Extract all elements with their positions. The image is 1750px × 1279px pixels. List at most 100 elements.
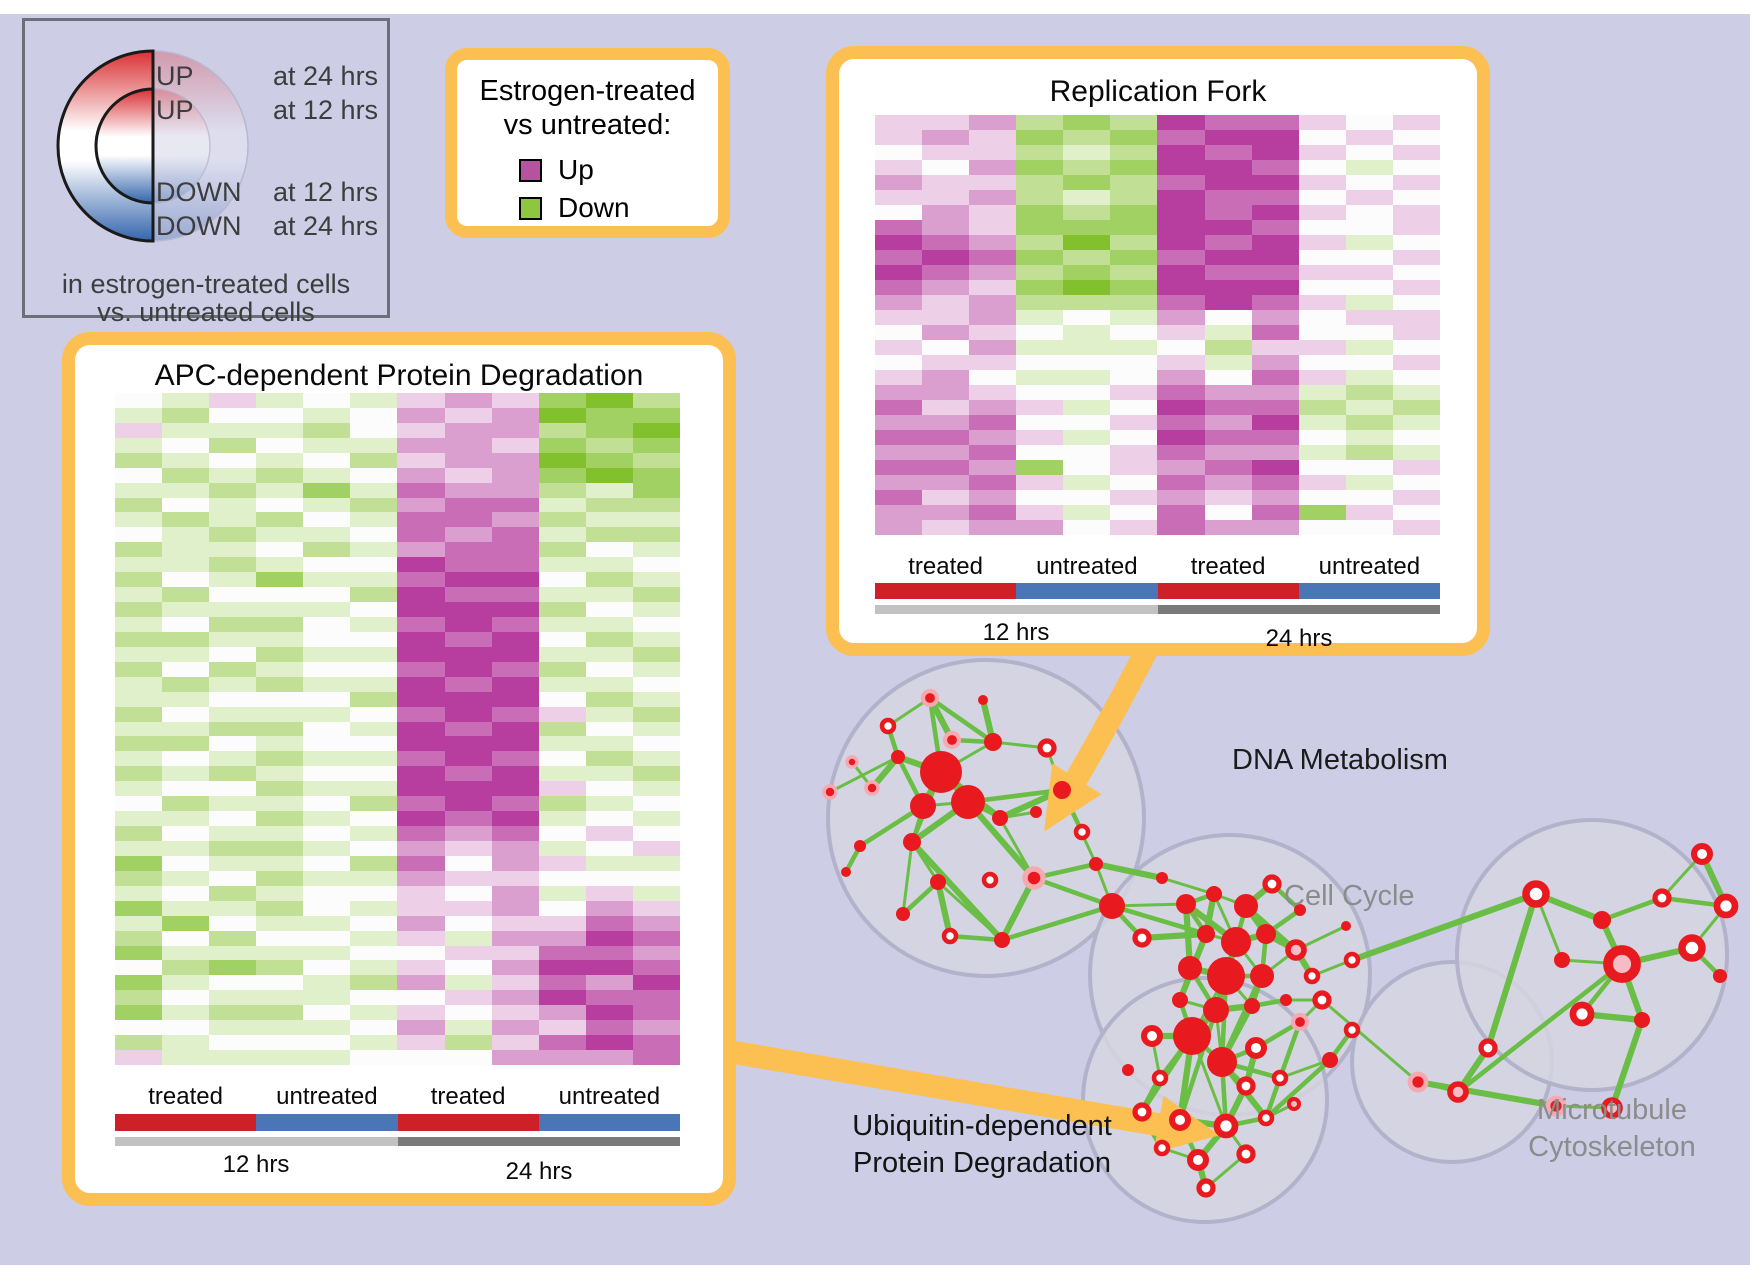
heatmap-cell: [1063, 355, 1111, 370]
heatmap-cell: [491, 527, 539, 543]
heatmap-cell: [969, 430, 1017, 445]
apc-group-untreated-24: untreated: [558, 1083, 661, 1110]
rf-time-bar: [875, 605, 1440, 614]
heatmap-cell: [1063, 460, 1111, 475]
heatmap-cell: [632, 781, 680, 797]
heatmap-cell: [969, 460, 1017, 475]
heatmap-cell: [350, 721, 398, 737]
heatmap-cell: [969, 310, 1017, 325]
heatmap-cell: [1157, 235, 1205, 250]
heatmap-cell: [256, 915, 304, 931]
heatmap-cell: [1345, 190, 1393, 205]
rf-heatmap: [875, 115, 1440, 535]
heatmap-cell: [922, 325, 970, 340]
heatmap-cell: [1063, 130, 1111, 145]
heatmap-cell: [922, 235, 970, 250]
network-node: [1037, 738, 1057, 758]
heatmap-cell: [585, 572, 633, 588]
heatmap-cell: [115, 796, 163, 812]
heatmap-cell: [1016, 340, 1064, 355]
heatmap-cell: [1016, 175, 1064, 190]
heatmap-cell: [209, 811, 257, 827]
heatmap-cell: [115, 915, 163, 931]
heatmap-cell: [969, 190, 1017, 205]
heatmap-cell: [1157, 520, 1205, 535]
heatmap-cell: [256, 646, 304, 662]
heatmap-cell: [632, 661, 680, 677]
heatmap-cell: [303, 691, 351, 707]
heatmap-cell: [585, 811, 633, 827]
heatmap-cell: [1063, 175, 1111, 190]
network-edge: [1278, 1058, 1332, 1080]
heatmap-cell: [875, 445, 923, 460]
up-24-time: at 24 hrs: [273, 61, 379, 91]
heatmap-cell: [632, 1005, 680, 1021]
heatmap-cell: [1063, 325, 1111, 340]
heatmap-cell: [1298, 325, 1346, 340]
heatmap-cell: [1345, 505, 1393, 520]
heatmap-cell: [585, 855, 633, 871]
heatmap-cell: [209, 796, 257, 812]
heatmap-cell: [969, 160, 1017, 175]
heatmap-cell: [538, 811, 586, 827]
heatmap-cell: [632, 437, 680, 453]
heatmap-cell: [115, 587, 163, 603]
heatmap-cell: [491, 751, 539, 767]
heatmap-cell: [303, 870, 351, 886]
heatmap-cell: [444, 617, 492, 632]
heatmap-cell: [1298, 490, 1346, 505]
heatmap-cell: [162, 841, 210, 856]
heatmap-cell: [538, 766, 586, 782]
heatmap-cell: [115, 393, 163, 408]
heatmap-cell: [1016, 115, 1064, 130]
heatmap-cell: [1392, 520, 1440, 535]
heatmap-cell: [444, 482, 492, 498]
heatmap-cell: [1157, 460, 1205, 475]
heatmap-cell: [444, 975, 492, 991]
heatmap-cell: [491, 945, 539, 961]
heatmap-cell: [444, 512, 492, 528]
heatmap-cell: [1157, 220, 1205, 235]
heatmap-cell: [256, 542, 304, 558]
heatmap-cell: [1157, 160, 1205, 175]
heatmap-cell: [256, 736, 304, 752]
heatmap-cell: [1157, 490, 1205, 505]
heatmap-cell: [491, 766, 539, 782]
heatmap-cell: [115, 766, 163, 782]
heatmap-cell: [1392, 175, 1440, 190]
heatmap-cell: [444, 393, 492, 408]
heatmap-cell: [209, 407, 257, 423]
heatmap-cell: [1392, 220, 1440, 235]
heatmap-cell: [632, 841, 680, 856]
heatmap-cell: [162, 452, 210, 468]
heatmap-cell: [538, 631, 586, 647]
heatmap-cell: [397, 960, 445, 976]
heatmap-cell: [1251, 520, 1299, 535]
heatmap-cell: [162, 676, 210, 692]
heatmap-cell: [397, 945, 445, 961]
heatmap-cell: [1110, 145, 1158, 160]
network-edge: [1177, 1007, 1219, 1123]
heatmap-cell: [1063, 445, 1111, 460]
heatmap-cell: [256, 841, 304, 856]
heatmap-cell: [1204, 265, 1252, 280]
heatmap-cell: [397, 437, 445, 453]
heatmap-cell: [162, 542, 210, 558]
network-node: [1713, 893, 1739, 919]
heatmap-cell: [632, 930, 680, 946]
heatmap-cell: [969, 400, 1017, 415]
network-node: [1236, 1144, 1256, 1164]
heatmap-cell: [303, 422, 351, 438]
heatmap-cell: [1157, 475, 1205, 490]
heatmap-cell: [350, 1020, 398, 1036]
heatmap-cell: [397, 587, 445, 603]
heatmap-cell: [1157, 310, 1205, 325]
heatmap-cell: [1063, 280, 1111, 295]
heatmap-cell: [115, 841, 163, 856]
heatmap-cell: [922, 160, 970, 175]
heatmap-cell: [1204, 505, 1252, 520]
heatmap-cell: [922, 220, 970, 235]
heatmap-cell: [397, 930, 445, 946]
heatmap-cell: [1345, 325, 1393, 340]
